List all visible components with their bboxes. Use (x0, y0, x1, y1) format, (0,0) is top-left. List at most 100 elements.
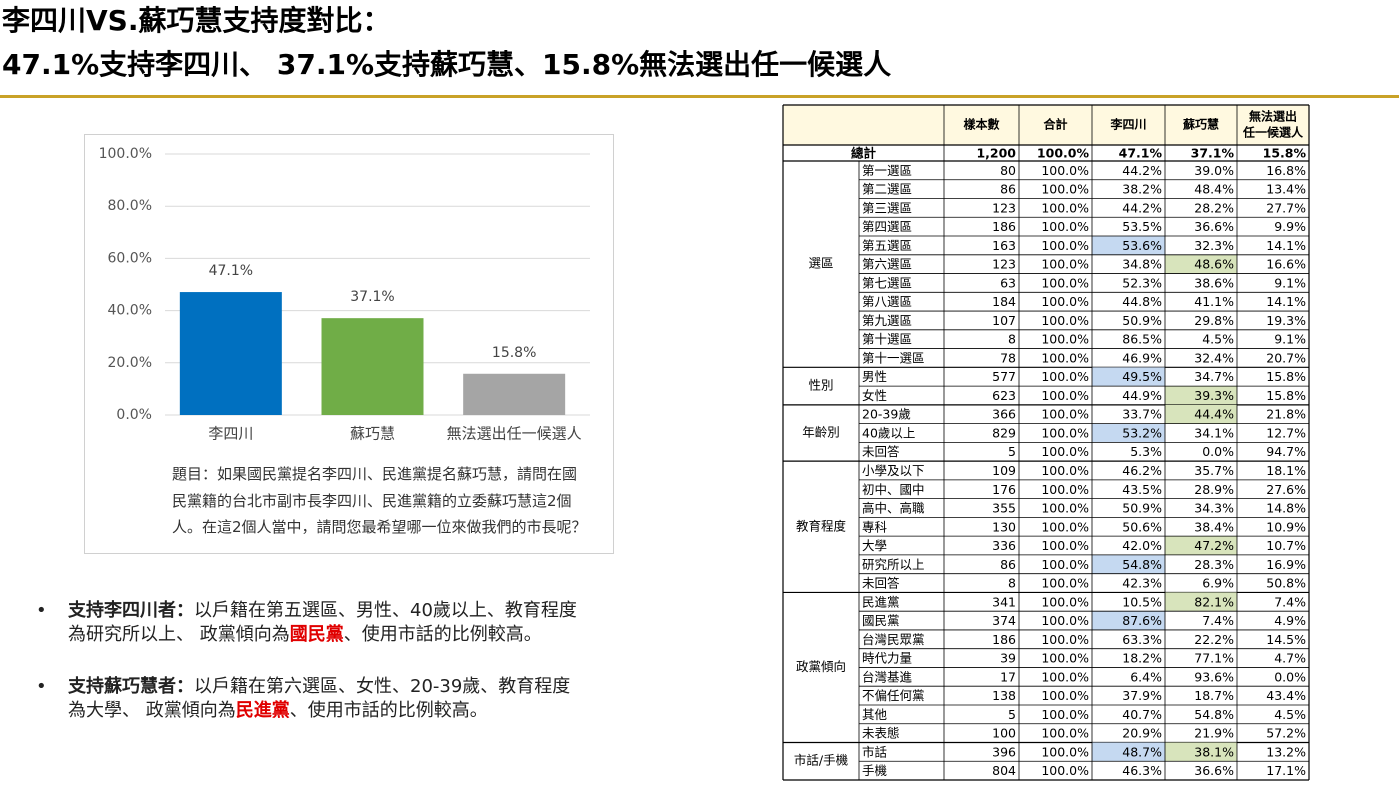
table-cell: 17.1% (1266, 763, 1306, 778)
cell-highlight (1165, 536, 1237, 555)
table-cell: 4.5% (1202, 332, 1234, 347)
table-cell: 37.1% (1191, 146, 1235, 161)
table-cell: 32.4% (1194, 350, 1234, 365)
row-label: 女性 (862, 388, 887, 403)
table-cell: 100.0% (1041, 726, 1089, 741)
table-cell: 86 (1000, 182, 1016, 197)
table-cell: 100.0% (1041, 576, 1089, 591)
group-label: 性別 (808, 378, 833, 393)
row-label: 第十一選區 (862, 350, 925, 365)
table-cell: 336 (992, 538, 1016, 553)
table-cell: 44.4% (1194, 407, 1234, 422)
row-label: 第二選區 (862, 182, 912, 197)
table-cell: 163 (992, 238, 1016, 253)
table-cell: 86 (1000, 557, 1016, 572)
table-cell: 53.2% (1122, 425, 1162, 440)
cell-highlight (1092, 742, 1165, 762)
table-cell: 7.4% (1274, 594, 1306, 609)
table-cell: 44.2% (1122, 200, 1162, 215)
cell-highlight (1165, 404, 1237, 424)
table-cell: 7.4% (1202, 613, 1234, 628)
table-cell: 80 (1000, 163, 1016, 178)
y-tick-label: 80.0% (108, 198, 152, 214)
table-cell: 32.3% (1194, 238, 1234, 253)
table-cell: 10.5% (1122, 594, 1162, 609)
group-label: 政黨傾向 (796, 659, 846, 674)
table-cell: 46.3% (1122, 763, 1162, 778)
table-cell: 6.4% (1130, 669, 1162, 684)
table-cell: 63 (1000, 275, 1016, 290)
table-cell: 28.3% (1194, 557, 1234, 572)
total-label: 總計 (851, 146, 877, 161)
x-tick-label: 蘇巧慧 (350, 425, 395, 443)
table-cell: 42.3% (1122, 576, 1162, 591)
table-cell: 44.8% (1122, 294, 1162, 309)
table-cell: 5 (1008, 707, 1016, 722)
table-cell: 100.0% (1041, 669, 1089, 684)
cell-highlight (1092, 611, 1165, 630)
table-cell: 50.9% (1122, 501, 1162, 516)
table-cell: 38.4% (1194, 519, 1234, 534)
table-cell: 100.0% (1041, 182, 1089, 197)
bar (179, 292, 282, 415)
table-cell: 48.4% (1194, 182, 1234, 197)
table-cell: 39 (1000, 651, 1016, 666)
row-label: 40歲以上 (862, 425, 915, 440)
title-line: 李四川VS.蘇巧慧支持度對比： (2, 4, 391, 37)
table-cell: 52.3% (1122, 275, 1162, 290)
row-label: 市話 (862, 744, 887, 759)
header-fill (783, 105, 1309, 145)
table-cell: 14.5% (1266, 632, 1306, 647)
table-cell: 48.6% (1194, 257, 1234, 272)
y-tick-label: 40.0% (108, 303, 152, 319)
table-cell: 14.1% (1266, 294, 1306, 309)
table-cell: 21.8% (1266, 407, 1306, 422)
table-cell: 100.0% (1041, 369, 1089, 384)
table-cell: 100.0% (1041, 350, 1089, 365)
table-cell: 39.3% (1194, 388, 1234, 403)
column-header: 蘇巧慧 (1182, 117, 1219, 132)
table-cell: 34.1% (1194, 425, 1234, 440)
table-cell: 100.0% (1041, 463, 1089, 478)
row-label: 20-39歲 (862, 407, 911, 422)
table-cell: 100.0% (1041, 763, 1089, 778)
table-cell: 186 (992, 219, 1016, 234)
table-cell: 100.0% (1041, 219, 1089, 234)
bullet-text: 、使用市話的比例較高。 (289, 700, 488, 721)
table-cell: 100.0% (1041, 257, 1089, 272)
table-cell: 9.1% (1274, 332, 1306, 347)
table-cell: 577 (992, 369, 1016, 384)
table-cell: 50.6% (1122, 519, 1162, 534)
cell-highlight (1092, 554, 1165, 574)
bullet-text: 以戶籍在第六選區、女性、20-39歲、教育程度 (194, 676, 571, 697)
bullet-body: 支持李四川者：以戶籍在第五選區、男性、40歲以上、教育程度 為研究所以上、 政黨傾… (68, 599, 577, 647)
table-cell: 38.1% (1194, 744, 1234, 759)
table-cell: 100.0% (1041, 501, 1089, 516)
table-cell: 100.0% (1041, 238, 1089, 253)
value-label: 15.8% (492, 345, 536, 361)
table-cell: 130 (992, 519, 1016, 534)
table-cell: 18.1% (1266, 463, 1306, 478)
question-line: 民黨籍的台北市副市長李四川、民進黨籍的立委蘇巧慧這2個 (172, 492, 572, 510)
table-cell: 82.1% (1194, 594, 1234, 609)
table-cell: 34.7% (1194, 369, 1234, 384)
table-cell: 100.0% (1041, 388, 1089, 403)
bullet-dot: • (36, 600, 47, 621)
table-cell: 4.9% (1274, 613, 1306, 628)
table-cell: 829 (992, 425, 1016, 440)
y-tick-label: 100.0% (99, 146, 152, 162)
table-cell: 77.1% (1194, 651, 1234, 666)
title-line: 47.1%支持李四川、 37.1%支持蘇巧慧、15.8%無法選出任一候選人 (2, 48, 892, 81)
table-cell: 341 (992, 594, 1016, 609)
row-label: 第六選區 (862, 257, 912, 272)
table-cell: 38.6% (1194, 275, 1234, 290)
table-cell: 100.0% (1041, 425, 1089, 440)
table-cell: 16.6% (1266, 257, 1306, 272)
table-cell: 38.2% (1122, 182, 1162, 197)
question-line: 人。在這2個人當中，請問您最希望哪一位來做我們的市長呢？ (172, 518, 587, 536)
row-label: 初中、國中 (862, 482, 925, 497)
table-cell: 5.3% (1130, 444, 1162, 459)
row-label: 未回答 (862, 576, 900, 591)
table-cell: 123 (992, 257, 1016, 272)
table-cell: 63.3% (1122, 632, 1162, 647)
